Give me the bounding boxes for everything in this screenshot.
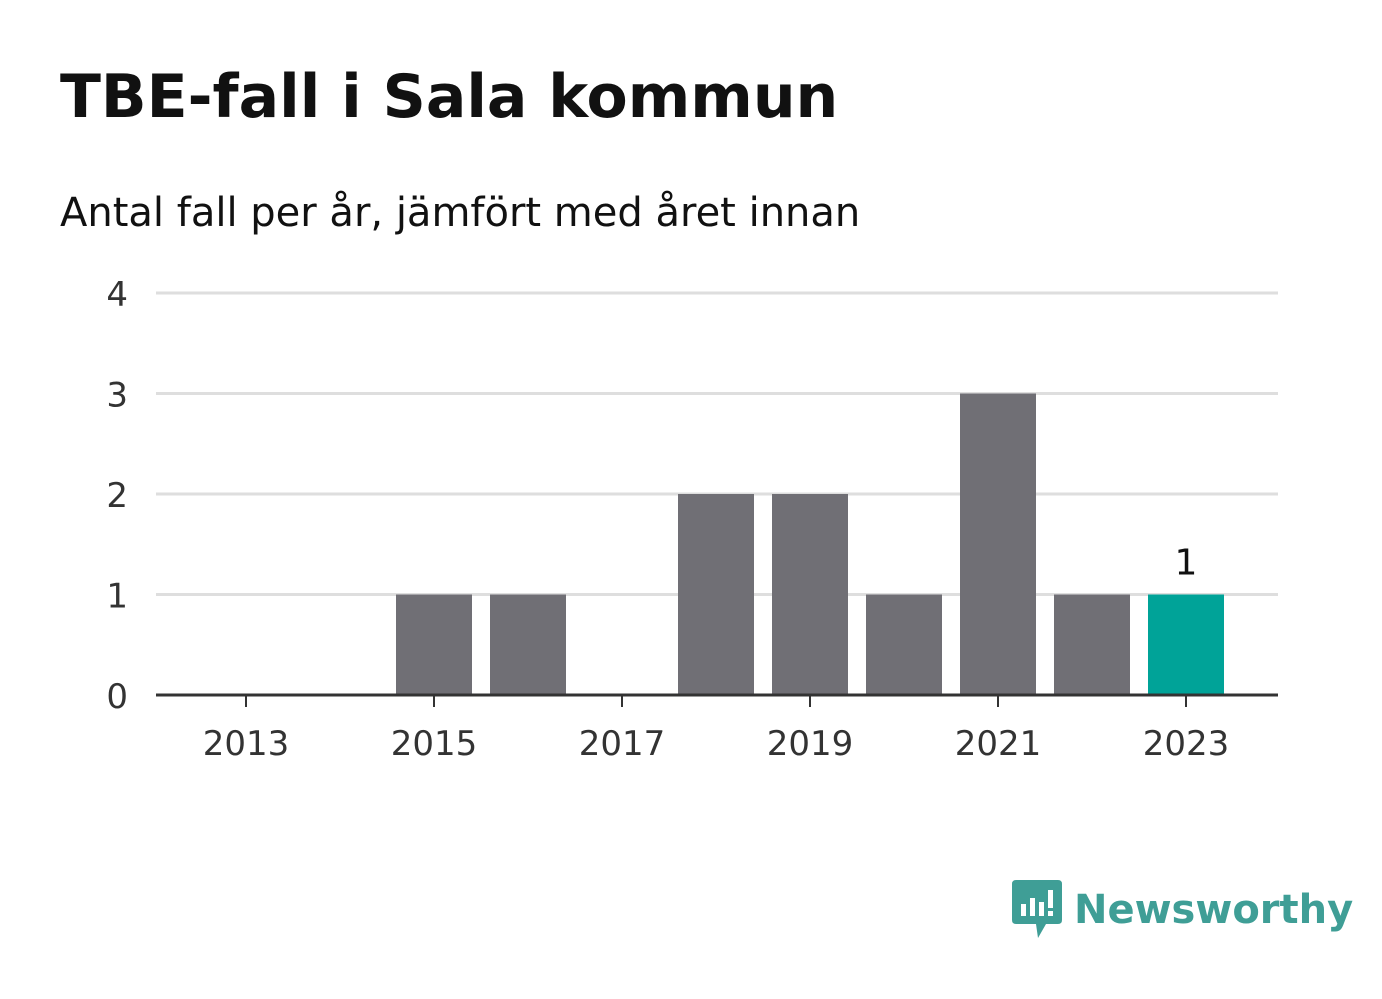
bar xyxy=(866,594,942,695)
bar xyxy=(1054,594,1130,695)
y-tick-label: 0 xyxy=(106,677,128,717)
y-tick-label: 2 xyxy=(106,476,128,516)
bar xyxy=(1148,594,1224,695)
newsworthy-logo-icon xyxy=(1012,880,1062,938)
y-tick-label: 4 xyxy=(106,275,128,315)
bar xyxy=(772,494,848,695)
newsworthy-brand: Newsworthy xyxy=(1012,880,1353,940)
data-label: 1 xyxy=(1175,543,1198,584)
x-tick-label: 2023 xyxy=(1143,724,1230,764)
brand-name: Newsworthy xyxy=(1074,887,1354,933)
chart-subtitle: Antal fall per år, jämfört med året inna… xyxy=(60,190,861,236)
x-tick-label: 2013 xyxy=(203,724,290,764)
bar xyxy=(490,594,566,695)
y-tick-label: 1 xyxy=(106,577,128,617)
chart-title: TBE-fall i Sala kommun xyxy=(60,62,839,132)
bar xyxy=(678,494,754,695)
x-tick-label: 2017 xyxy=(579,724,666,764)
bar xyxy=(396,594,472,695)
x-tick-label: 2021 xyxy=(955,724,1042,764)
x-tick-label: 2019 xyxy=(767,724,854,764)
y-tick-label: 3 xyxy=(106,376,128,416)
bar xyxy=(960,393,1036,695)
x-tick-label: 2015 xyxy=(391,724,478,764)
